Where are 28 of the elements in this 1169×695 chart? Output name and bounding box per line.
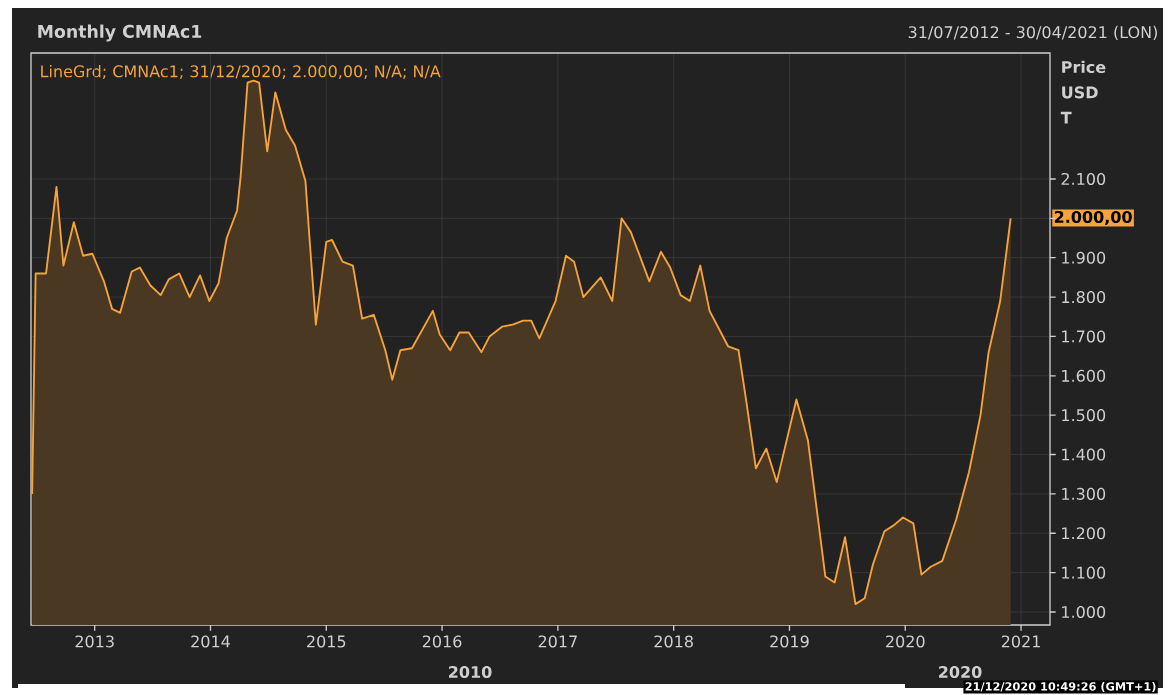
y-tick-label: 1.300 — [1062, 487, 1106, 500]
y-tick-label: 1.600 — [1062, 369, 1106, 382]
y-tick-label: 1.700 — [1062, 330, 1106, 343]
x-tick-label: 2015 — [307, 635, 346, 648]
y-tick-label: 1.400 — [1062, 448, 1106, 461]
x-tick-label: 2019 — [770, 635, 809, 648]
x-tick-label: 2014 — [191, 635, 230, 648]
y-tick-label: 1.500 — [1062, 409, 1106, 422]
y-tick-label: 1.100 — [1062, 566, 1106, 579]
text: 2020 — [939, 665, 982, 679]
text: 21/12/2020 10:49:26 (GMT+1) — [965, 681, 1156, 693]
y-axis-title: Price USD T — [1060, 60, 1106, 124]
annotation: LineGrd; CMNAc1; 31/12/2020; 2.000,00; N/A; N/A — [41, 64, 441, 79]
y-tick-label: 1.900 — [1062, 251, 1106, 264]
x-tick-label: 2016 — [422, 635, 462, 648]
y-tick-label: 1.000 — [1062, 605, 1106, 619]
text: 2.000,00 — [1054, 210, 1132, 226]
x-tick-label: 2017 — [538, 635, 577, 648]
y-tick-label: 2.100 — [1061, 172, 1106, 186]
x-tick-label: 2013 — [75, 635, 114, 648]
text: 31/07/2012 - 30/04/2021 (LON) — [908, 25, 1157, 41]
text: 2010 — [449, 665, 492, 679]
x-tick-label: 2021 — [1001, 635, 1040, 648]
x-tick-label: 2020 — [886, 635, 925, 648]
y-tick-label: 1.800 — [1062, 291, 1106, 304]
x-tick-label: 2018 — [654, 635, 693, 648]
chart-title: Monthly CMNAc1 — [38, 24, 202, 42]
y-tick-label: 1.200 — [1062, 527, 1106, 540]
